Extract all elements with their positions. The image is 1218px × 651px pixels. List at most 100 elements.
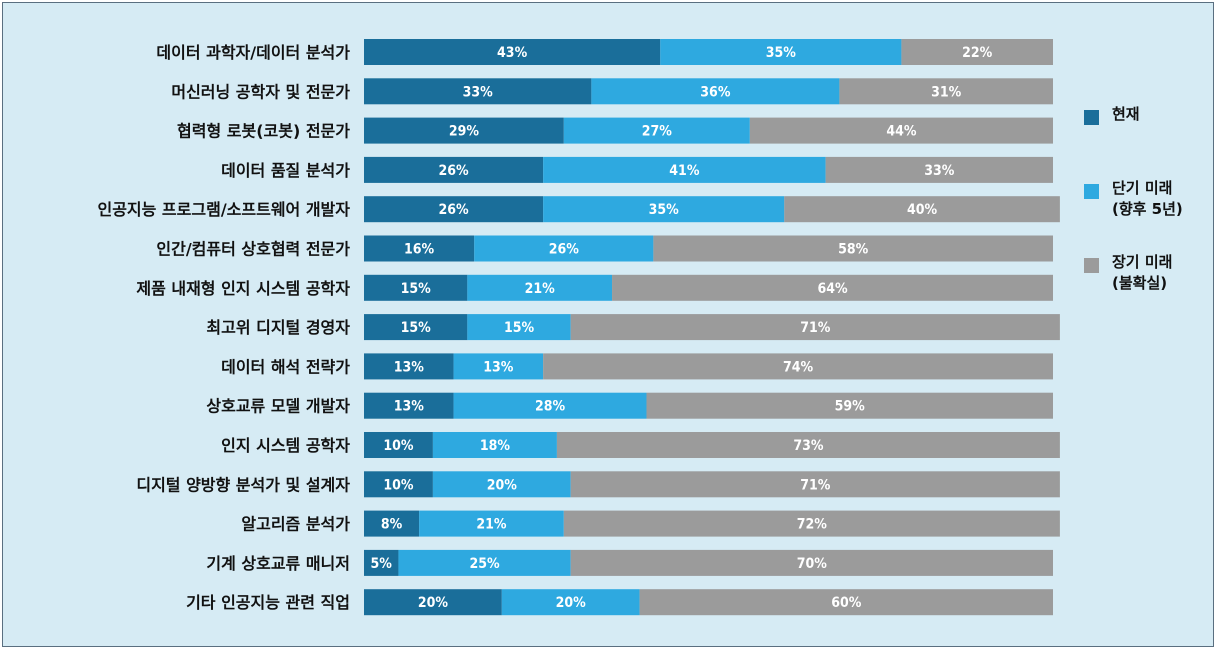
value-label-short-term-12: 20% xyxy=(487,477,518,493)
category-label-6: 인간/컴퓨터 상호협력 전문가 xyxy=(156,240,350,259)
bar-long-term-2 xyxy=(839,78,1053,105)
bar-short-term-3 xyxy=(563,117,750,144)
value-label-short-term-1: 35% xyxy=(766,45,797,61)
bar-long-term-10 xyxy=(646,392,1053,419)
legend-swatch-long-term xyxy=(1084,258,1099,273)
value-label-current-4: 26% xyxy=(438,163,469,179)
category-label-11: 인지 시스템 공학자 xyxy=(221,436,350,455)
bar-short-term-15 xyxy=(501,589,640,616)
value-label-current-13: 8% xyxy=(381,517,403,533)
category-label-14: 기계 상호교류 매니저 xyxy=(206,554,350,573)
value-label-long-term-3: 44% xyxy=(886,124,917,140)
bar-long-term-9 xyxy=(543,353,1053,380)
value-label-short-term-4: 41% xyxy=(669,163,700,179)
bar-long-term-13 xyxy=(563,510,1060,537)
category-label-4: 데이터 품질 분석가 xyxy=(221,161,350,180)
bar-short-term-8 xyxy=(467,314,571,341)
legend-swatch-current xyxy=(1084,110,1099,125)
bar-long-term-7 xyxy=(612,274,1053,301)
bar-short-term-11 xyxy=(432,432,557,458)
category-label-9: 데이터 해석 전략가 xyxy=(221,357,350,376)
category-label-1: 데이터 과학자/데이터 분석가 xyxy=(156,43,350,62)
bar-long-term-11 xyxy=(556,432,1060,458)
value-label-current-6: 16% xyxy=(404,242,435,258)
value-label-long-term-15: 60% xyxy=(831,595,862,611)
bar-current-9 xyxy=(364,353,454,380)
category-label-12: 디지털 양방향 분석가 및 설계자 xyxy=(136,475,350,494)
value-label-long-term-8: 71% xyxy=(800,320,831,336)
value-label-short-term-13: 21% xyxy=(476,517,507,533)
category-label-13: 알고리즘 분석가 xyxy=(241,515,350,534)
bar-short-term-9 xyxy=(453,353,544,380)
category-label-7: 제품 내재형 인지 시스템 공학자 xyxy=(136,279,350,298)
bar-short-term-2 xyxy=(591,78,840,105)
bar-long-term-14 xyxy=(570,549,1053,576)
value-labels: 43% 35% 22% 33% 36% 31% 29% 27% 44% 26% 41% 33% 26% 3… xyxy=(371,45,993,611)
value-label-short-term-5: 35% xyxy=(649,202,680,218)
value-label-short-term-14: 25% xyxy=(469,556,500,572)
value-label-current-8: 15% xyxy=(401,320,432,336)
bar-long-term-1 xyxy=(901,39,1053,65)
bar-current-15 xyxy=(364,589,502,616)
legend-label-long-term: 장기 미래 (불확실) xyxy=(1112,253,1173,292)
category-label-8: 최고위 디지털 경영자 xyxy=(206,318,350,337)
bar-current-11 xyxy=(364,432,433,458)
value-label-long-term-2: 31% xyxy=(931,84,962,100)
legend-label-current: 현재 xyxy=(1112,105,1140,123)
value-label-long-term-1: 22% xyxy=(962,45,993,61)
value-label-long-term-11: 73% xyxy=(793,438,824,454)
bar-short-term-10 xyxy=(453,392,647,419)
bar-short-term-4 xyxy=(543,156,826,183)
category-label-3: 협력형 로봇(코봇) 전문가 xyxy=(177,122,350,141)
bar-current-12 xyxy=(364,471,433,498)
value-label-long-term-13: 72% xyxy=(797,517,828,533)
value-label-current-1: 43% xyxy=(497,45,528,61)
value-label-current-5: 26% xyxy=(438,202,469,218)
value-label-short-term-7: 21% xyxy=(525,281,556,297)
legend-item-current: 현재 xyxy=(1084,104,1208,152)
bar-current-13 xyxy=(364,510,420,537)
value-label-short-term-6: 26% xyxy=(549,242,580,258)
bar-short-term-12 xyxy=(432,471,571,498)
legend-label-short-term: 단기 미래 (향후 5년) xyxy=(1112,179,1183,218)
legend: 현재 단기 미래 (향후 5년) 장기 미래 (불확실) xyxy=(1084,104,1208,326)
value-label-short-term-2: 36% xyxy=(700,84,731,100)
category-label-2: 머신러닝 공학자 및 전문가 xyxy=(171,82,350,101)
bar-current-5 xyxy=(364,196,544,223)
value-label-current-10: 13% xyxy=(394,399,425,415)
value-label-current-11: 10% xyxy=(383,438,414,454)
value-label-long-term-6: 58% xyxy=(838,242,869,258)
legend-swatch-short-term xyxy=(1084,184,1099,199)
bar-current-10 xyxy=(364,392,454,419)
legend-item-short-term: 단기 미래 (향후 5년) xyxy=(1084,178,1208,226)
value-label-current-2: 33% xyxy=(463,84,494,100)
bar-long-term-12 xyxy=(570,471,1060,498)
value-label-current-12: 10% xyxy=(383,477,414,493)
value-label-short-term-15: 20% xyxy=(556,595,587,611)
bar-current-7 xyxy=(364,274,468,301)
value-label-short-term-10: 28% xyxy=(535,399,566,415)
value-label-short-term-9: 13% xyxy=(483,359,514,375)
bar-current-4 xyxy=(364,156,544,183)
bar-current-14 xyxy=(364,549,399,576)
value-label-long-term-9: 74% xyxy=(783,359,814,375)
bar-long-term-5 xyxy=(784,196,1060,223)
bar-current-6 xyxy=(364,235,475,262)
value-label-short-term-8: 15% xyxy=(504,320,535,336)
bar-current-3 xyxy=(364,117,564,144)
bar-long-term-6 xyxy=(653,235,1053,262)
value-label-long-term-14: 70% xyxy=(797,556,828,572)
bar-current-2 xyxy=(364,78,592,105)
value-label-current-3: 29% xyxy=(449,124,480,140)
bar-current-1 xyxy=(364,39,661,65)
bar-long-term-3 xyxy=(749,117,1053,144)
bar-short-term-6 xyxy=(474,235,654,262)
category-label-10: 상호교류 모델 개발자 xyxy=(206,397,350,416)
value-label-long-term-12: 71% xyxy=(800,477,831,493)
bars xyxy=(364,39,1060,616)
bar-short-term-7 xyxy=(467,274,613,301)
value-label-current-15: 20% xyxy=(418,595,449,611)
bar-current-8 xyxy=(364,314,468,341)
legend-item-long-term: 장기 미래 (불확실) xyxy=(1084,252,1208,300)
